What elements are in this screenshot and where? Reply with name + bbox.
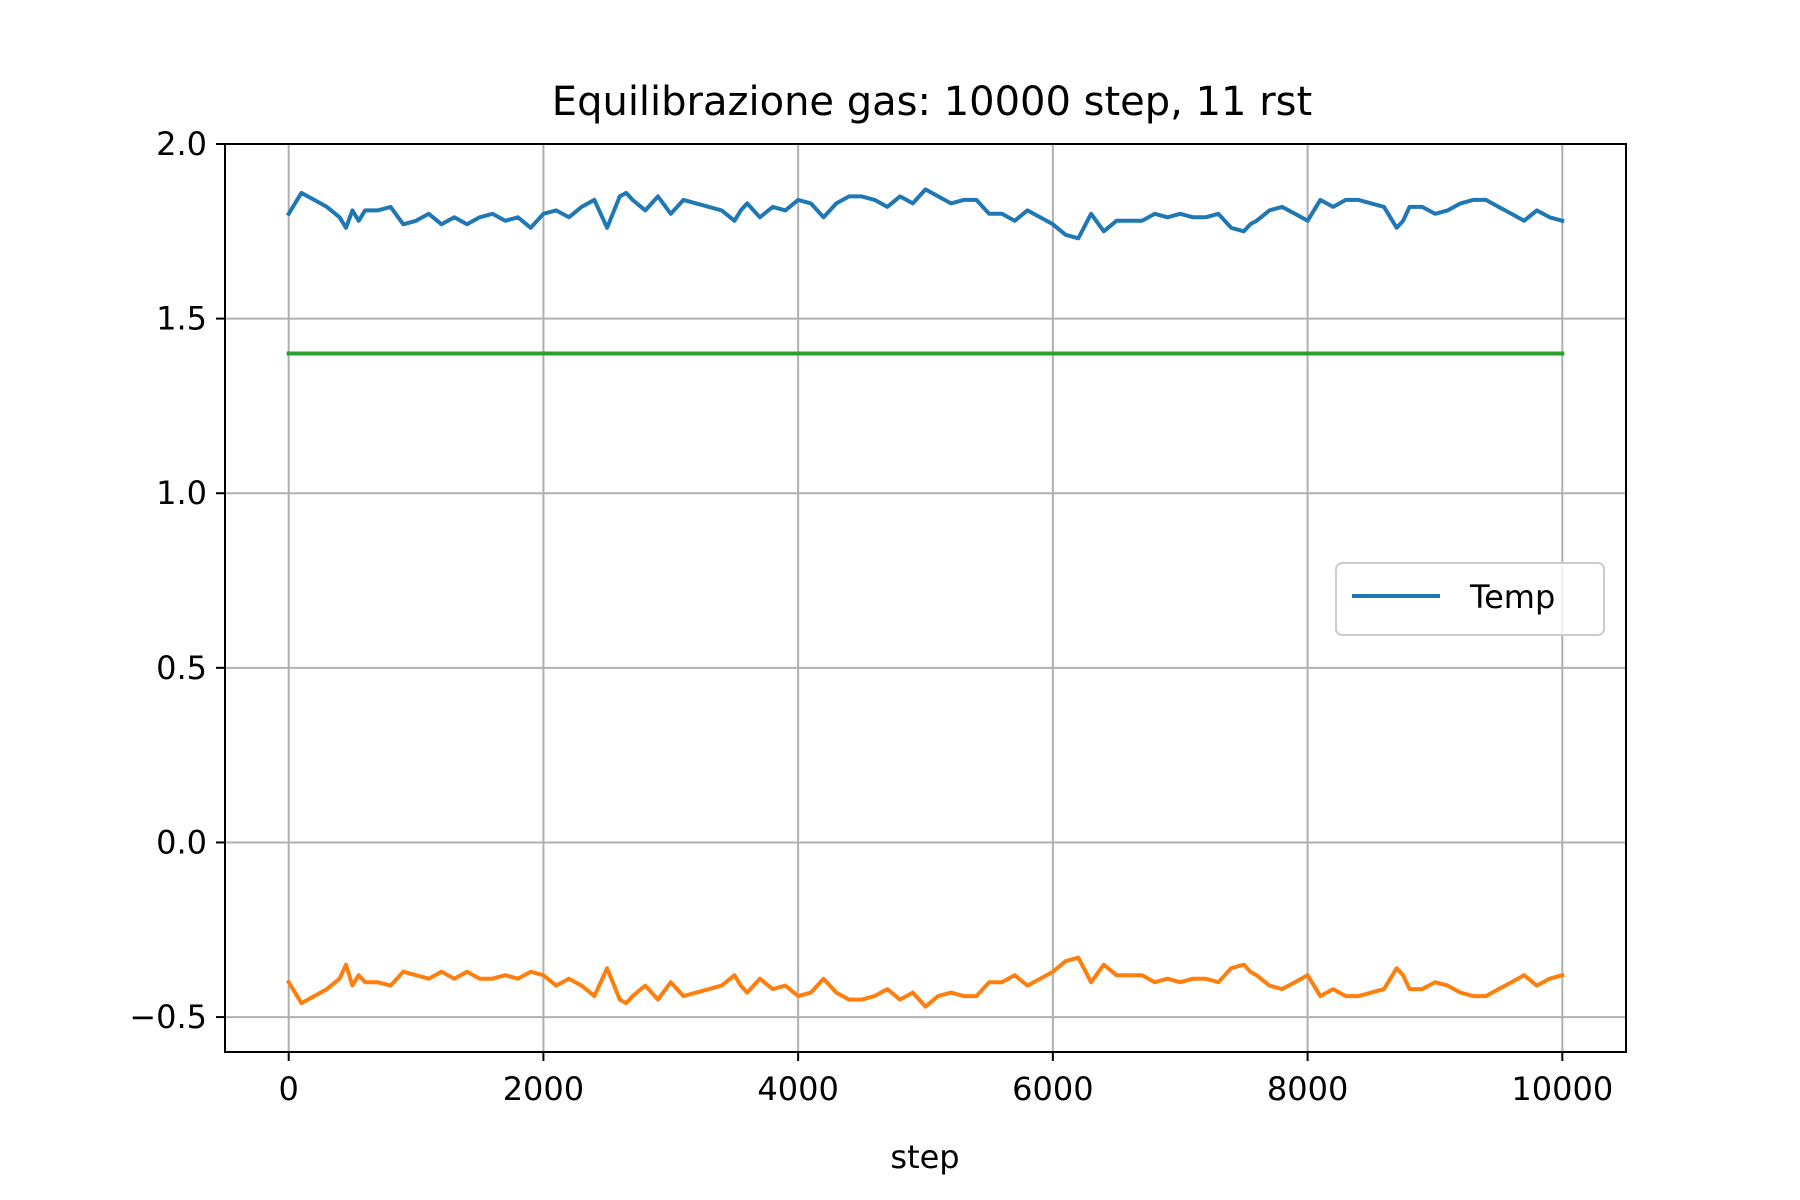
y-tick-label: 1.5 xyxy=(156,300,207,338)
y-tick-label: 2.0 xyxy=(156,125,207,163)
x-tick-label: 6000 xyxy=(1012,1070,1093,1108)
x-tick-label: 4000 xyxy=(757,1070,838,1108)
x-axis-ticks: 0 2000 4000 6000 8000 10000 xyxy=(279,1052,1613,1108)
y-tick-label: 1.0 xyxy=(156,474,207,512)
series-orange-line xyxy=(285,955,1565,1009)
series-layer xyxy=(285,187,1565,1009)
y-tick-label: 0.0 xyxy=(156,823,207,861)
legend-box xyxy=(1335,562,1605,636)
y-tick-label: 0.5 xyxy=(156,649,207,687)
series-temp-line xyxy=(285,187,1565,241)
legend-temp-label: Temp xyxy=(1469,578,1555,616)
chart-title: Equilibrazione gas: 10000 step, 11 rst xyxy=(552,79,1312,125)
x-tick-label: 0 xyxy=(279,1070,299,1108)
x-tick-label: 10000 xyxy=(1511,1070,1613,1108)
legend: Temp xyxy=(1335,562,1605,636)
x-tick-label: 2000 xyxy=(503,1070,584,1108)
x-axis-label: step xyxy=(890,1138,959,1176)
y-axis-ticks: −0.5 0.0 0.5 1.0 1.5 2.0 xyxy=(129,125,225,1036)
y-tick-label: −0.5 xyxy=(129,998,207,1036)
plot-frame xyxy=(224,143,1627,1053)
x-tick-label: 8000 xyxy=(1267,1070,1348,1108)
